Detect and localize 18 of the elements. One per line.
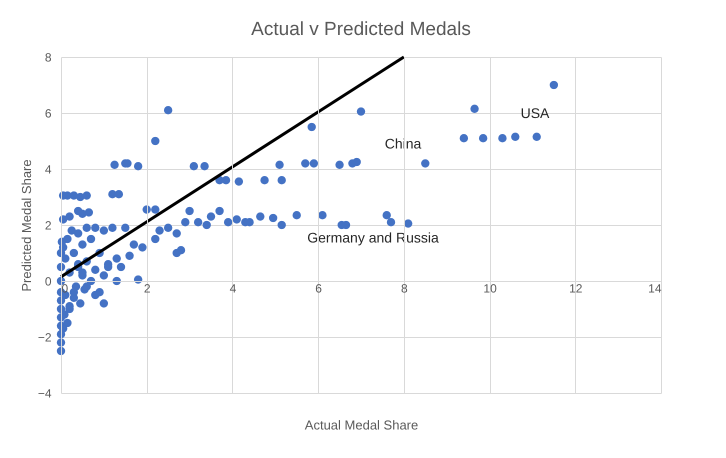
x-tick-label: 14 bbox=[648, 282, 662, 296]
x-axis-title: Actual Medal Share bbox=[304, 418, 418, 432]
y-tick-label: 8 bbox=[44, 50, 52, 64]
y-tick-label: −4 bbox=[38, 386, 52, 400]
y-tick-label: −2 bbox=[38, 330, 52, 344]
y-tick-label: 6 bbox=[44, 106, 52, 120]
annotation: Germany and Russia bbox=[307, 229, 439, 246]
x-tick-label: 10 bbox=[483, 282, 498, 296]
x-tick-label: 12 bbox=[569, 282, 583, 296]
chart-title: Actual v Predicted Medals bbox=[251, 19, 471, 40]
x-tick-label: 2 bbox=[144, 282, 151, 296]
y-tick-label: 4 bbox=[44, 162, 52, 176]
x-tick-label: 4 bbox=[230, 282, 237, 296]
x-tick-label: 6 bbox=[315, 282, 322, 296]
y-tick-label: 2 bbox=[44, 218, 52, 232]
x-tick-label: 8 bbox=[401, 282, 408, 296]
annotation: USA bbox=[520, 105, 550, 122]
y-axis-title: Predicted Medal Share bbox=[18, 159, 34, 292]
